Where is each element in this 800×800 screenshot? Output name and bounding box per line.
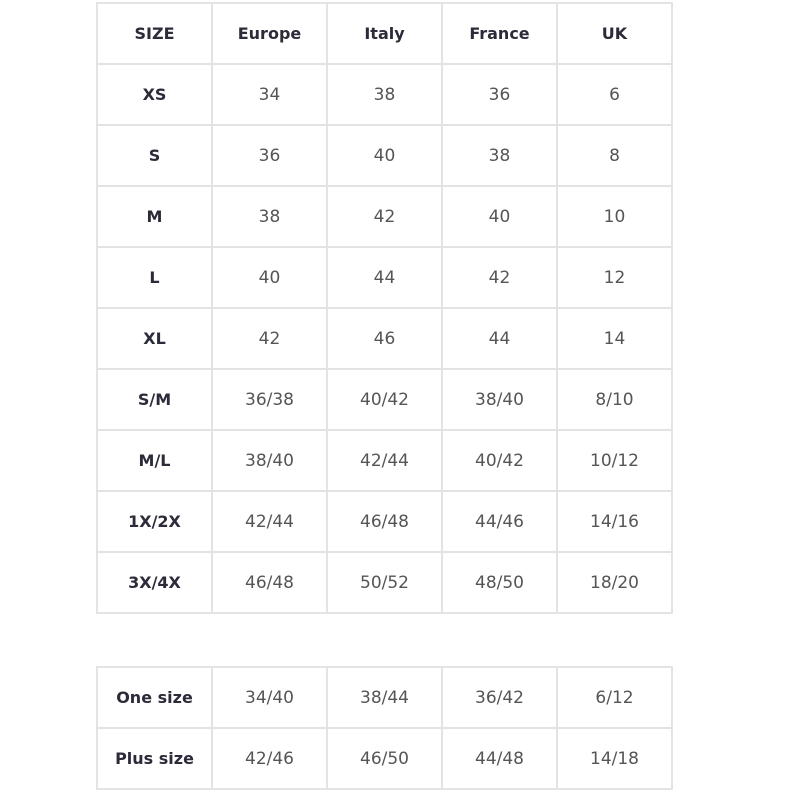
size-value-cell: 38/44 — [326, 666, 443, 729]
size-value-cell: 6/12 — [556, 666, 673, 729]
size-label-cell: XS — [96, 63, 213, 126]
size-value-cell: 34 — [211, 63, 328, 126]
size-value-cell: 46 — [326, 307, 443, 370]
size-value-cell: 46/48 — [326, 490, 443, 553]
size-value-cell: 10/12 — [556, 429, 673, 492]
size-value-cell: 44/48 — [441, 727, 558, 790]
size-value-cell: 42/44 — [326, 429, 443, 492]
size-value-cell: 8/10 — [556, 368, 673, 431]
size-value-cell: 40 — [441, 185, 558, 248]
size-value-cell: Italy — [326, 2, 443, 65]
size-value-cell: 44 — [441, 307, 558, 370]
size-value-cell: UK — [556, 2, 673, 65]
size-value-cell: 42 — [211, 307, 328, 370]
size-label-cell: M — [96, 185, 213, 248]
table-row: 3X/4X 46/48 50/52 48/50 18/20 — [96, 551, 673, 614]
size-label-cell: S/M — [96, 368, 213, 431]
table-row: S 36 40 38 8 — [96, 124, 673, 187]
size-value-cell: 8 — [556, 124, 673, 187]
size-label-cell: XL — [96, 307, 213, 370]
size-value-cell: 36 — [441, 63, 558, 126]
size-value-cell: 38/40 — [211, 429, 328, 492]
size-value-cell: 44 — [326, 246, 443, 309]
size-label-cell: One size — [96, 666, 213, 729]
size-value-cell: 42 — [441, 246, 558, 309]
size-label-cell: 3X/4X — [96, 551, 213, 614]
size-value-cell: 40/42 — [441, 429, 558, 492]
size-value-cell: 42/44 — [211, 490, 328, 553]
table-row: One size 34/40 38/44 36/42 6/12 — [96, 666, 673, 729]
size-value-cell: 42/46 — [211, 727, 328, 790]
size-value-cell: 10 — [556, 185, 673, 248]
size-value-cell: 36/38 — [211, 368, 328, 431]
table-row: Plus size 42/46 46/50 44/48 14/18 — [96, 727, 673, 790]
size-value-cell: 40 — [211, 246, 328, 309]
table-row: S/M 36/38 40/42 38/40 8/10 — [96, 368, 673, 431]
size-value-cell: 50/52 — [326, 551, 443, 614]
size-value-cell: 18/20 — [556, 551, 673, 614]
size-label-cell: M/L — [96, 429, 213, 492]
table-row: XS 34 38 36 6 — [96, 63, 673, 126]
size-value-cell: 38/40 — [441, 368, 558, 431]
size-value-cell: 46/50 — [326, 727, 443, 790]
table-row: M 38 42 40 10 — [96, 185, 673, 248]
size-value-cell: 38 — [211, 185, 328, 248]
size-value-cell: 46/48 — [211, 551, 328, 614]
size-value-cell: 38 — [326, 63, 443, 126]
size-value-cell: 38 — [441, 124, 558, 187]
table-row: L 40 44 42 12 — [96, 246, 673, 309]
header-row: SIZE Europe Italy France UK — [96, 2, 673, 65]
size-value-cell: 14/16 — [556, 490, 673, 553]
size-value-cell: 36 — [211, 124, 328, 187]
size-label-cell: 1X/2X — [96, 490, 213, 553]
size-value-cell: 48/50 — [441, 551, 558, 614]
size-value-cell: 36/42 — [441, 666, 558, 729]
size-value-cell: France — [441, 2, 558, 65]
size-label-cell: Plus size — [96, 727, 213, 790]
table-row: M/L 38/40 42/44 40/42 10/12 — [96, 429, 673, 492]
size-value-cell: 40 — [326, 124, 443, 187]
size-value-cell: 34/40 — [211, 666, 328, 729]
size-chart-table: SIZE Europe Italy France UK XS 34 38 36 6 S 36 40 38 8… — [96, 2, 673, 614]
size-value-cell: 14/18 — [556, 727, 673, 790]
size-label-cell: L — [96, 246, 213, 309]
size-value-cell: 12 — [556, 246, 673, 309]
table-row: XL 42 46 44 14 — [96, 307, 673, 370]
special-size-table: One size 34/40 38/44 36/42 6/12 Plus size 42/4… — [96, 666, 673, 790]
size-value-cell: 40/42 — [326, 368, 443, 431]
size-label-cell: S — [96, 124, 213, 187]
size-value-cell: 14 — [556, 307, 673, 370]
table-row: 1X/2X 42/44 46/48 44/46 14/16 — [96, 490, 673, 553]
size-value-cell: 42 — [326, 185, 443, 248]
size-value-cell: 44/46 — [441, 490, 558, 553]
size-value-cell: 6 — [556, 63, 673, 126]
size-label-cell: SIZE — [96, 2, 213, 65]
size-value-cell: Europe — [211, 2, 328, 65]
